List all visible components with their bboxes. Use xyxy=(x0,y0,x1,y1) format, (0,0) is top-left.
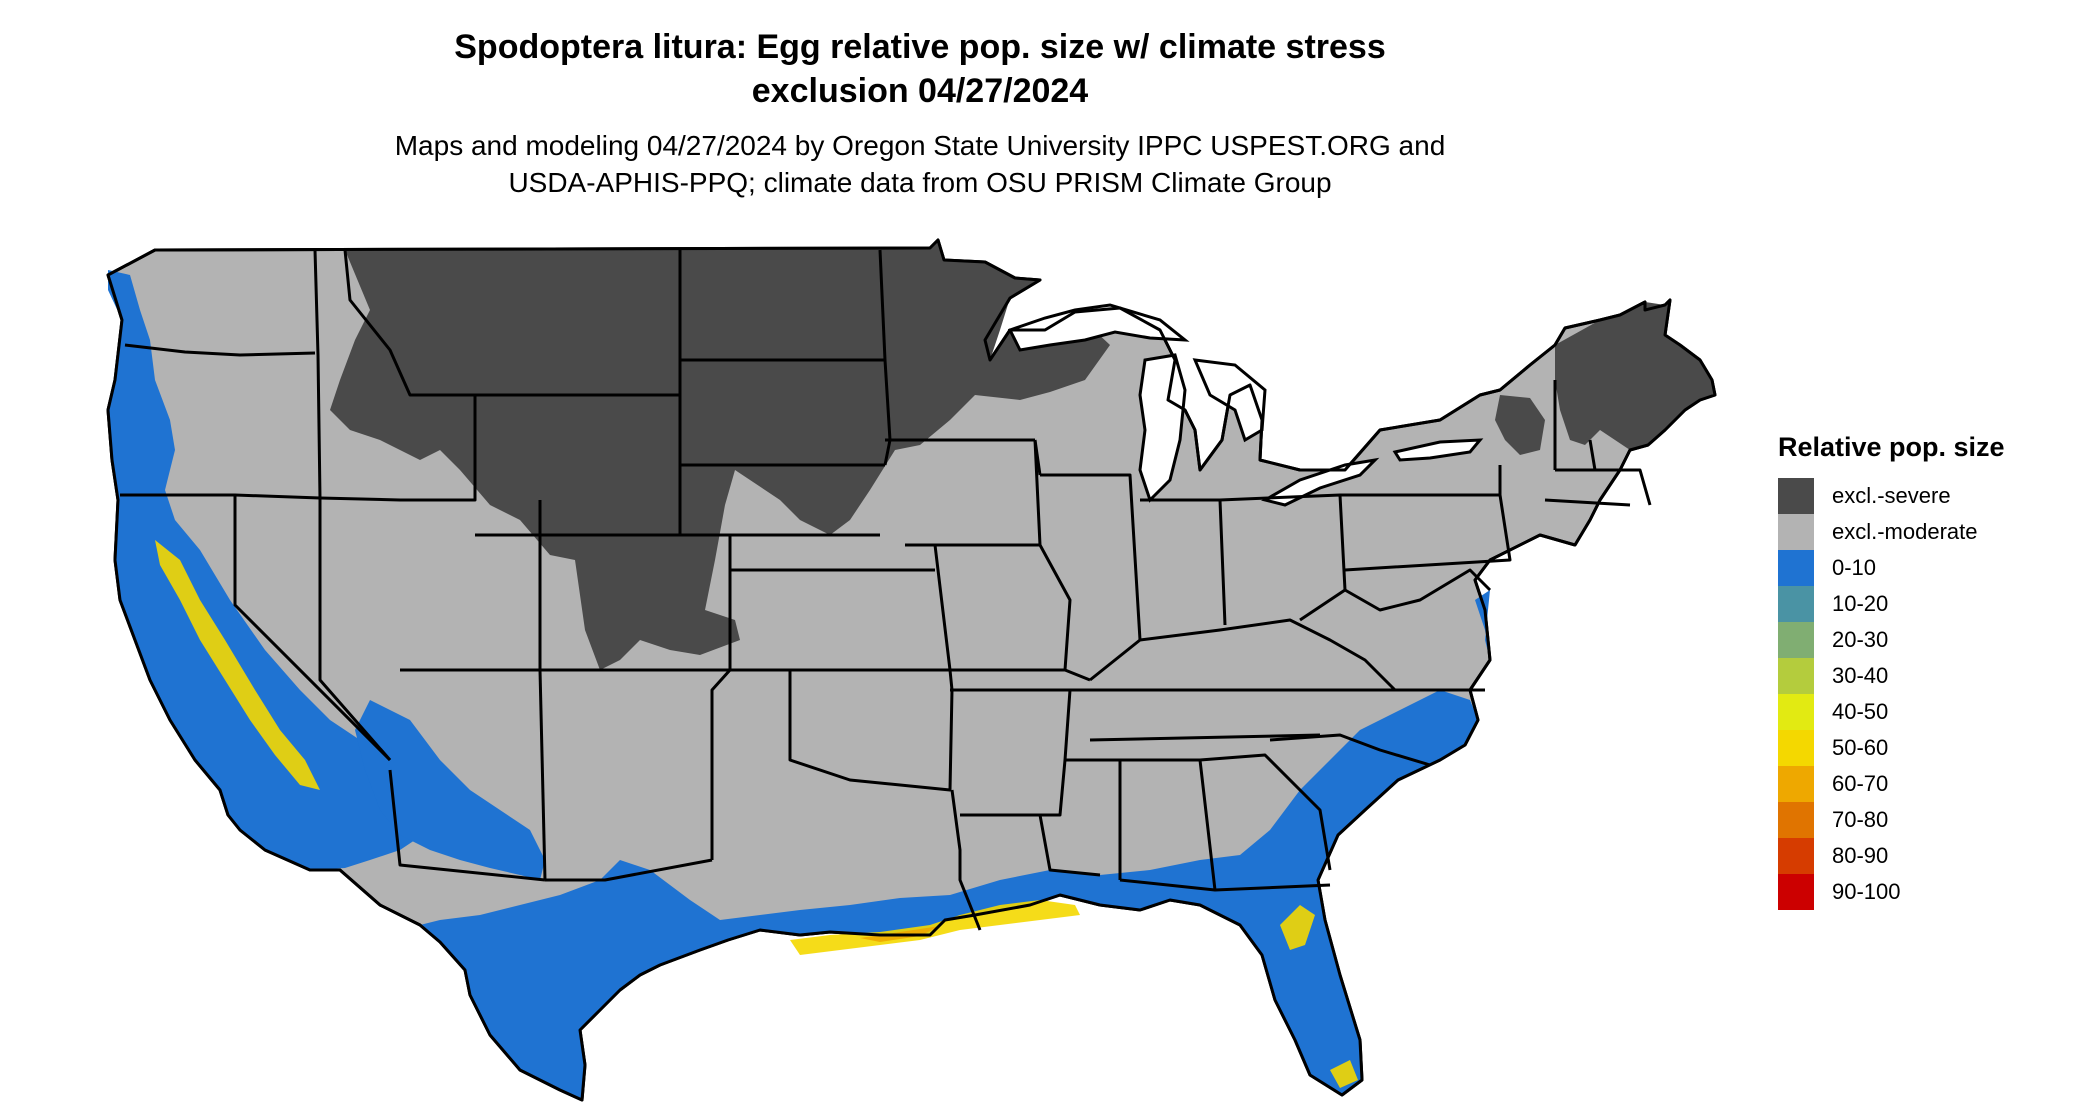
legend-item: 20-30 xyxy=(1778,622,2078,658)
zone-0-10-gulf xyxy=(420,690,1478,1100)
legend-title: Relative pop. size xyxy=(1778,432,2005,462)
legend-swatch xyxy=(1778,838,1814,874)
legend-swatch xyxy=(1778,766,1814,802)
map-title: Spodoptera litura: Egg relative pop. siz… xyxy=(0,25,1840,113)
us-outline xyxy=(106,238,1717,1102)
state-boundaries xyxy=(120,249,1652,931)
zone-0-10-pacific xyxy=(108,270,430,870)
legend-label: excl.-severe xyxy=(1832,483,1951,508)
lake-michigan xyxy=(1138,353,1187,503)
severe-zone-ny xyxy=(1495,395,1545,455)
legend-item: excl.-moderate xyxy=(1778,514,2078,550)
legend-label: 10-20 xyxy=(1832,591,1889,616)
legend: Relative pop. size excl.-severe excl.-mod… xyxy=(1778,430,2078,910)
zone-50-60-keys xyxy=(1330,1060,1358,1088)
legend-items: excl.-severe excl.-moderate 0-10 10-20 20-30… xyxy=(1778,478,2078,910)
legend-label: 50-60 xyxy=(1832,735,1889,760)
map-subtitle-line-2: USDA-APHIS-PPQ; climate data from OSU PR… xyxy=(508,167,1332,198)
legend-swatch xyxy=(1778,514,1814,550)
legend-label: 70-80 xyxy=(1832,807,1889,832)
lake-ontario xyxy=(1392,438,1484,462)
legend-item: 40-50 xyxy=(1778,694,2078,730)
severe-zone-northern xyxy=(330,240,1110,670)
lake-superior xyxy=(1007,303,1190,352)
legend-item: 60-70 xyxy=(1778,766,2078,802)
legend-item: 30-40 xyxy=(1778,658,2078,694)
map-subtitle: Maps and modeling 04/27/2024 by Oregon S… xyxy=(0,127,1840,201)
legend-item: 50-60 xyxy=(1778,730,2078,766)
legend-label: 40-50 xyxy=(1832,699,1889,724)
legend-item: 0-10 xyxy=(1778,550,2078,586)
legend-swatch xyxy=(1778,658,1814,694)
legend-label: 30-40 xyxy=(1832,663,1889,688)
severe-zone-northeast xyxy=(1555,300,1715,450)
legend-swatch xyxy=(1778,694,1814,730)
legend-label: 0-10 xyxy=(1832,555,1877,580)
zone-0-10-southwest xyxy=(355,700,545,880)
lake-erie xyxy=(1261,457,1380,507)
legend-item: 70-80 xyxy=(1778,802,2078,838)
legend-swatch xyxy=(1778,874,1814,910)
legend-swatch xyxy=(1778,730,1814,766)
map-title-line-1: Spodoptera litura: Egg relative pop. siz… xyxy=(454,28,1386,66)
map-subtitle-line-1: Maps and modeling 04/27/2024 by Oregon S… xyxy=(394,130,1446,161)
legend-label: 20-30 xyxy=(1832,627,1889,652)
zone-50-60-florida xyxy=(1280,905,1315,950)
legend-swatch xyxy=(1778,622,1814,658)
legend-label: excl.-moderate xyxy=(1832,519,1978,544)
legend-label: 60-70 xyxy=(1832,771,1889,796)
legend-swatch xyxy=(1778,802,1814,838)
us-map xyxy=(106,238,1717,1102)
legend-label: 90-100 xyxy=(1832,879,1901,904)
legend-item: 80-90 xyxy=(1778,838,2078,874)
legend-swatch xyxy=(1778,550,1814,586)
legend-item: 90-100 xyxy=(1778,874,2078,910)
legend-swatch xyxy=(1778,586,1814,622)
map-title-line-2: exclusion 04/27/2024 xyxy=(751,72,1089,110)
zone-50-60-california xyxy=(155,540,320,790)
legend-item: excl.-severe xyxy=(1778,478,2078,514)
legend-label: 80-90 xyxy=(1832,843,1889,868)
legend-swatch xyxy=(1778,478,1814,514)
legend-item: 10-20 xyxy=(1778,586,2078,622)
